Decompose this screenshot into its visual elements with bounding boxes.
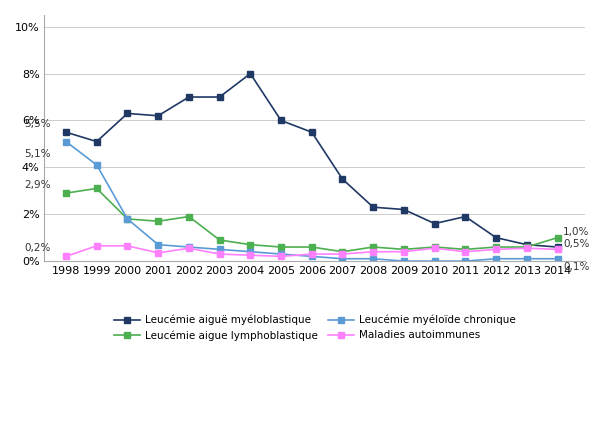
Text: 1,0%: 1,0% [563,227,589,237]
Text: 5,5%: 5,5% [24,118,51,129]
Text: 0,2%: 0,2% [24,243,50,253]
Legend: Leucémie aiguë myéloblastique, Leucémie aigue lymphoblastique, Leucémie myéloïde: Leucémie aiguë myéloblastique, Leucémie … [109,311,520,345]
Text: 2,9%: 2,9% [24,180,51,190]
Text: 0,5%: 0,5% [563,239,589,249]
Text: 5,1%: 5,1% [24,149,51,159]
Text: 0,1%: 0,1% [563,262,589,272]
